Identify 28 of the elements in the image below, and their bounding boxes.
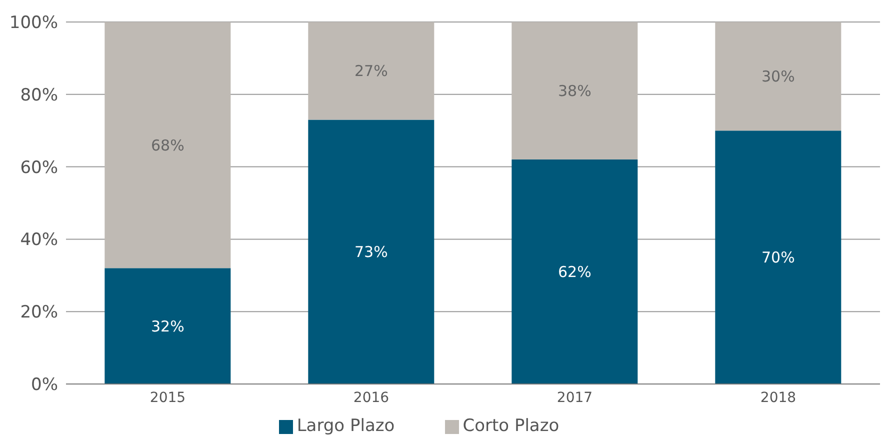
- y-tick-label: 0%: [31, 375, 58, 396]
- x-tick-label: 2015: [150, 390, 186, 406]
- bar: [308, 22, 434, 120]
- data-label: 73%: [354, 243, 388, 262]
- bar: [715, 22, 842, 131]
- legend-label: Largo Plazo: [296, 416, 395, 436]
- data-label: 70%: [761, 248, 795, 267]
- bar: [512, 160, 638, 384]
- x-tick-label: 2018: [760, 390, 796, 406]
- data-label: 27%: [354, 62, 388, 80]
- data-label: 30%: [761, 68, 795, 86]
- y-tick-label: 60%: [20, 158, 58, 178]
- y-tick-label: 40%: [20, 230, 58, 250]
- bar: [512, 22, 638, 160]
- legend-label: Corto Plazo: [462, 416, 560, 436]
- data-label: 68%: [150, 136, 184, 154]
- bar: [715, 130, 842, 384]
- y-tick-label: 20%: [20, 302, 58, 323]
- x-tick-label: 2016: [353, 390, 390, 406]
- bar: [308, 120, 434, 384]
- data-label: 38%: [558, 82, 592, 100]
- data-label: 32%: [150, 317, 184, 336]
- bar: [104, 268, 231, 384]
- data-label: 62%: [558, 263, 592, 282]
- bar: [104, 22, 231, 268]
- y-tick-label: 100%: [9, 13, 58, 34]
- x-tick-label: 2017: [556, 390, 593, 406]
- y-tick-label: 80%: [20, 85, 58, 106]
